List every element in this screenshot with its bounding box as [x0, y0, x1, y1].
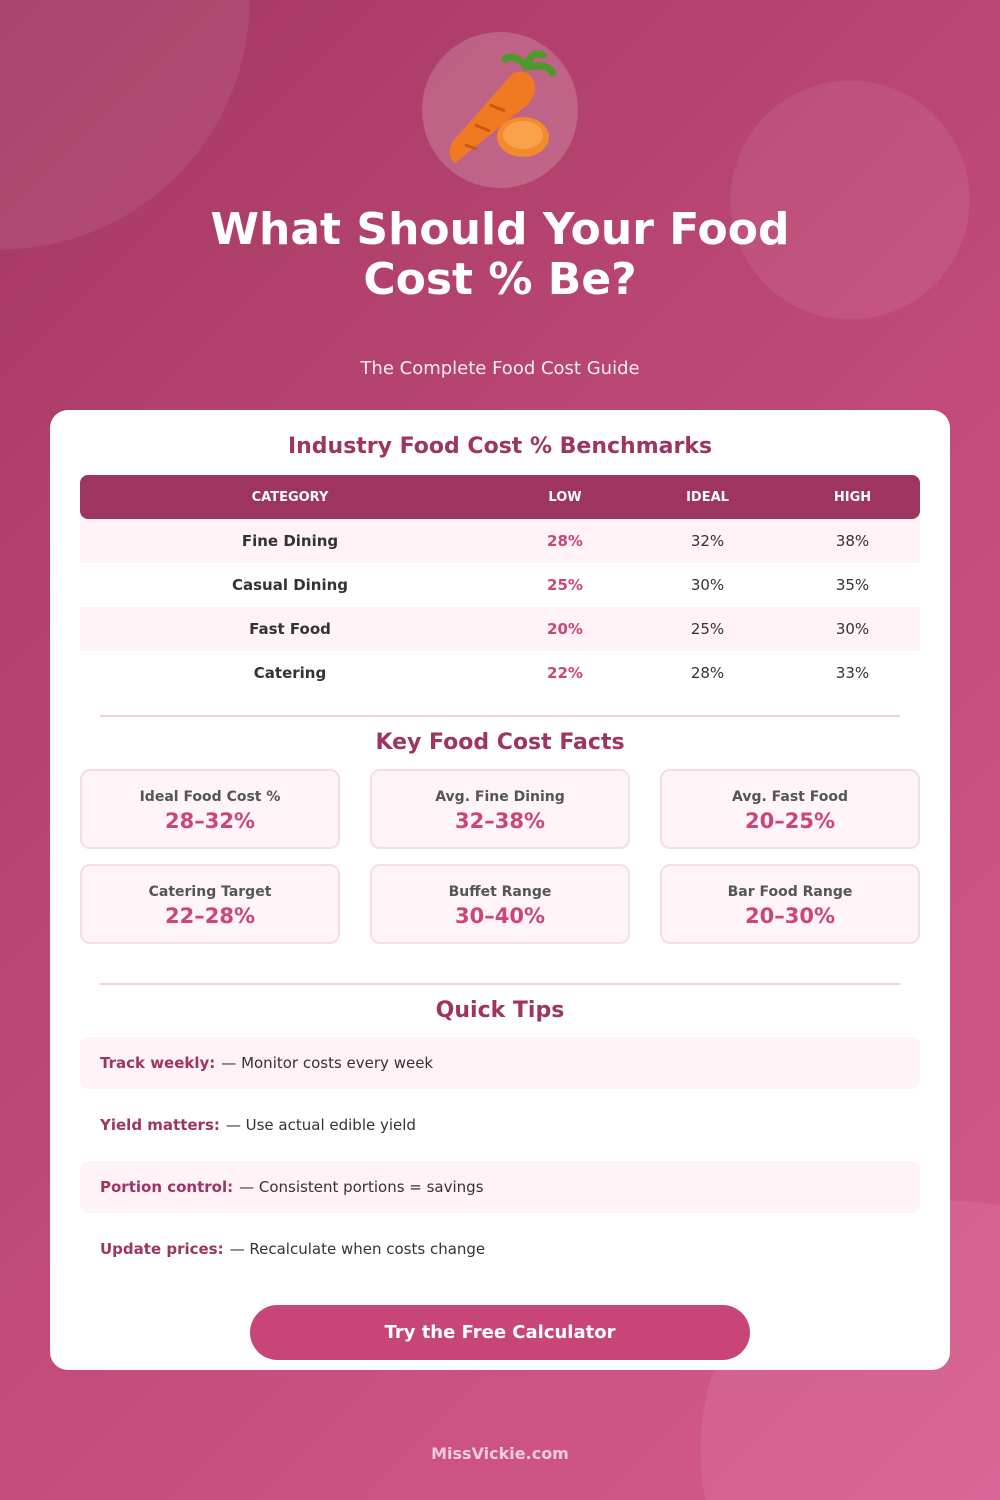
tip-text: — Consistent portions = savings — [239, 1178, 484, 1196]
fact-card: Ideal Food Cost % 28–32% — [80, 769, 340, 849]
high-cell: 30% — [785, 607, 920, 651]
ideal-cell: 25% — [629, 607, 786, 651]
divider — [100, 715, 900, 717]
tip-text: — Recalculate when costs change — [229, 1240, 486, 1258]
footer-brand-link[interactable]: MissVickie.com — [431, 1444, 569, 1463]
carrot-icon — [422, 32, 578, 188]
low-cell: 28% — [500, 519, 630, 563]
tip-label: Portion control: — [100, 1178, 234, 1196]
tip-item: Yield matters: — Use actual edible yield — [80, 1099, 920, 1151]
fact-value: 30–40% — [455, 904, 545, 928]
fact-label: Avg. Fast Food — [731, 789, 849, 805]
page-title: What Should Your Food Cost % Be? — [0, 205, 1000, 305]
low-cell: 22% — [547, 664, 583, 682]
tip-item: Track weekly: — Monitor costs every week — [80, 1037, 920, 1089]
low-cell: 25% — [547, 576, 583, 594]
category-cell: Fine Dining — [80, 519, 501, 563]
title-line: What Should Your Food — [210, 204, 790, 255]
tips-title: Quick Tips — [435, 998, 565, 1023]
page-subtitle: The Complete Food Cost Guide — [360, 358, 640, 379]
table-row: Casual Dining 25% 30% 35% — [80, 563, 920, 607]
column-header: IDEAL — [629, 475, 786, 519]
tip-label: Update prices: — [100, 1240, 224, 1258]
fact-card: Avg. Fast Food 20–25% — [660, 769, 920, 849]
fact-label: Ideal Food Cost % — [139, 789, 281, 805]
fact-value: 28–32% — [165, 809, 255, 833]
column-header: CATEGORY — [80, 475, 501, 519]
facts-title: Key Food Cost Facts — [375, 730, 625, 755]
high-cell: 38% — [785, 519, 920, 563]
fact-label: Bar Food Range — [727, 884, 853, 900]
tip-item: Update prices: — Recalculate when costs c… — [80, 1223, 920, 1275]
fact-value: 22–28% — [165, 904, 255, 928]
benchmarks-table: CATEGORY LOW IDEAL HIGH Fine Dining 28% 32… — [80, 475, 920, 695]
low-cell: 20% — [500, 607, 630, 651]
tip-text: — Use actual edible yield — [225, 1116, 416, 1134]
fact-value: 20–30% — [745, 904, 835, 928]
fact-label: Buffet Range — [448, 884, 552, 900]
ideal-cell: 32% — [629, 519, 786, 563]
benchmarks-title: Industry Food Cost % Benchmarks — [287, 434, 713, 459]
category-cell: Casual Dining — [231, 576, 349, 594]
fact-value: 32–38% — [455, 809, 545, 833]
fact-label: Catering Target — [148, 884, 272, 900]
table-row: Fine Dining 28% 32% 38% — [80, 519, 920, 563]
category-cell: Fast Food — [80, 607, 501, 651]
table-row: Fast Food 20% 25% 30% — [80, 607, 920, 651]
fact-card: Bar Food Range 20–30% — [660, 864, 920, 944]
ideal-cell: 28% — [690, 664, 725, 682]
tip-label: Track weekly: — [100, 1054, 216, 1072]
column-header: HIGH — [785, 475, 920, 519]
tip-item: Portion control: — Consistent portions = … — [80, 1161, 920, 1213]
content-card: Industry Food Cost % Benchmarks CATEGORY… — [50, 410, 950, 1370]
column-header: LOW — [500, 475, 630, 519]
divider — [100, 983, 900, 985]
ideal-cell: 30% — [690, 576, 725, 594]
high-cell: 35% — [835, 576, 870, 594]
tip-label: Yield matters: — [100, 1116, 220, 1134]
fact-card: Buffet Range 30–40% — [370, 864, 630, 944]
tip-text: — Monitor costs every week — [221, 1054, 434, 1072]
fact-card: Catering Target 22–28% — [80, 864, 340, 944]
high-cell: 33% — [835, 664, 870, 682]
fact-label: Avg. Fine Dining — [435, 789, 565, 805]
title-line: Cost % Be? — [363, 254, 637, 305]
fact-value: 20–25% — [745, 809, 835, 833]
table-row: Catering 22% 28% 33% — [80, 651, 920, 695]
fact-card: Avg. Fine Dining 32–38% — [370, 769, 630, 849]
category-cell: Catering — [253, 664, 327, 682]
try-calculator-button[interactable]: Try the Free Calculator — [250, 1305, 750, 1360]
